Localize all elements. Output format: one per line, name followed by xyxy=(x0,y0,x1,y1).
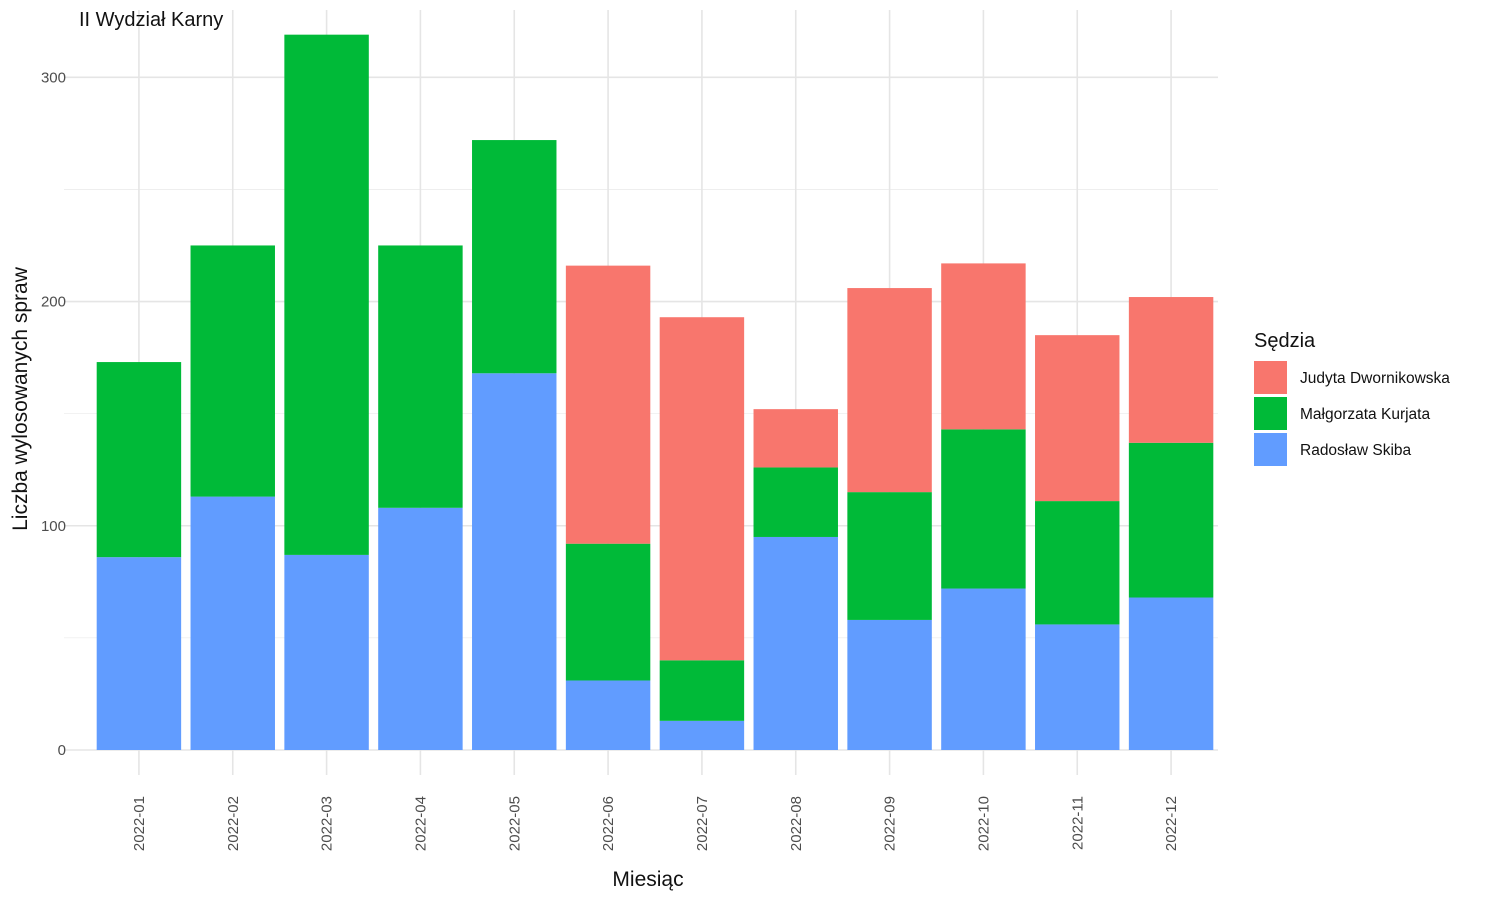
chart-title: II Wydział Karny xyxy=(79,9,223,31)
bar-segment-małgorzata-kurjata xyxy=(472,140,557,374)
bar-segment-radosław-skiba xyxy=(1035,624,1120,750)
x-axis-title: Miesiąc xyxy=(612,868,683,891)
legend-key xyxy=(1254,433,1287,466)
x-tick-label: 2022-03 xyxy=(319,796,336,851)
x-tick-label: 2022-06 xyxy=(600,796,617,851)
bar-segment-małgorzata-kurjata xyxy=(284,34,369,555)
bar-segment-małgorzata-kurjata xyxy=(1035,501,1120,625)
x-tick-label: 2022-01 xyxy=(131,796,148,851)
x-tick-label: 2022-10 xyxy=(975,796,992,851)
bar-segment-radosław-skiba xyxy=(96,557,182,750)
bar-segment-radosław-skiba xyxy=(284,554,369,750)
bar-segment-judyta-dwornikowska xyxy=(847,288,932,493)
bar-segment-małgorzata-kurjata xyxy=(847,492,932,620)
bar-segment-judyta-dwornikowska xyxy=(565,265,651,544)
bar-segment-małgorzata-kurjata xyxy=(190,245,275,497)
bar-segment-radosław-skiba xyxy=(941,588,1026,750)
x-tick-label: 2022-02 xyxy=(225,796,242,851)
y-tick-label: 200 xyxy=(41,294,66,311)
y-axis-title: Liczba wylosowanych spraw xyxy=(9,266,32,531)
x-tick-label: 2022-04 xyxy=(412,796,429,851)
bar-segment-judyta-dwornikowska xyxy=(753,409,838,468)
bar-segment-małgorzata-kurjata xyxy=(96,362,182,558)
bar-segment-radosław-skiba xyxy=(190,496,275,750)
bar-segment-małgorzata-kurjata xyxy=(941,429,1026,589)
x-tick-label: 2022-11 xyxy=(1069,796,1086,850)
bar-segment-małgorzata-kurjata xyxy=(753,467,838,537)
bar-segment-radosław-skiba xyxy=(753,536,838,750)
legend-label: Radosław Skiba xyxy=(1300,442,1412,459)
legend-key xyxy=(1254,361,1287,394)
bar-segment-małgorzata-kurjata xyxy=(378,245,463,508)
bar-segment-radosław-skiba xyxy=(378,507,463,750)
bar-segment-małgorzata-kurjata xyxy=(565,543,651,681)
bar-segment-radosław-skiba xyxy=(659,720,745,750)
x-tick-label: 2022-05 xyxy=(506,796,523,851)
legend: Sędzia Judyta Dwornikowska Małgorzata Kur… xyxy=(1254,330,1450,466)
bar-segment-małgorzata-kurjata xyxy=(659,660,745,721)
bar-segment-radosław-skiba xyxy=(565,680,651,750)
bar-segment-radosław-skiba xyxy=(847,619,932,750)
x-tick-label: 2022-12 xyxy=(1163,796,1180,851)
bar-segment-małgorzata-kurjata xyxy=(1128,442,1214,598)
bar-segment-judyta-dwornikowska xyxy=(941,263,1026,430)
y-tick-label: 100 xyxy=(41,518,66,535)
bars-layer xyxy=(96,34,1214,750)
bar-segment-judyta-dwornikowska xyxy=(659,317,745,661)
legend-key xyxy=(1254,397,1287,430)
legend-title: Sędzia xyxy=(1254,330,1316,352)
bar-segment-radosław-skiba xyxy=(472,373,557,750)
legend-label: Judyta Dwornikowska xyxy=(1300,370,1450,387)
bar-segment-radosław-skiba xyxy=(1128,597,1214,750)
bar-segment-judyta-dwornikowska xyxy=(1128,297,1214,443)
y-tick-label: 300 xyxy=(41,69,66,86)
legend-label: Małgorzata Kurjata xyxy=(1300,406,1430,423)
bar-segment-judyta-dwornikowska xyxy=(1035,335,1120,502)
x-tick-label: 2022-09 xyxy=(882,796,899,851)
x-tick-label: 2022-07 xyxy=(694,796,711,851)
y-tick-label: 0 xyxy=(58,742,66,759)
axis-layer: 0 100 200 300 2022-01 2022-02 2022-03 2022-04 20… xyxy=(41,69,1180,851)
x-tick-label: 2022-08 xyxy=(788,796,805,851)
